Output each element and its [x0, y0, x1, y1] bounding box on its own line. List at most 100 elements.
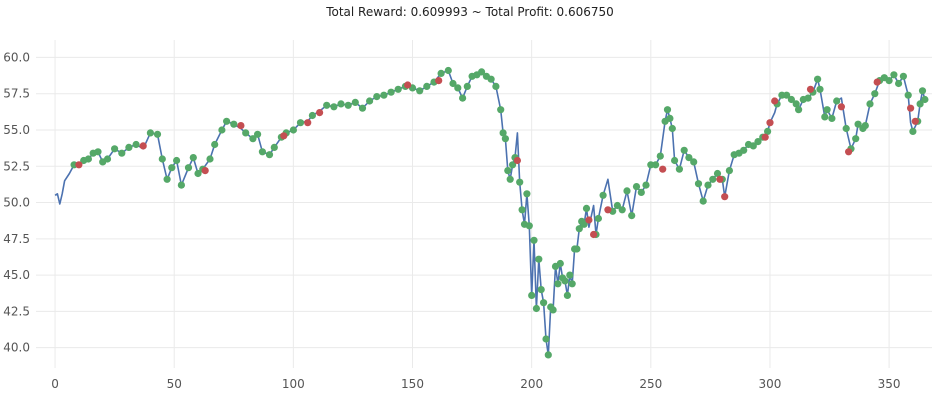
long-marker: [685, 154, 693, 162]
long-marker: [218, 126, 226, 134]
long-marker: [242, 129, 250, 137]
short-marker: [911, 117, 919, 125]
long-marker: [449, 79, 457, 88]
long-marker: [816, 85, 824, 93]
long-marker: [111, 145, 119, 153]
long-marker: [177, 181, 185, 189]
long-marker: [828, 114, 836, 122]
x-tick-label: 0: [51, 377, 59, 391]
short-marker: [766, 119, 774, 127]
long-marker: [754, 138, 762, 146]
short-marker: [590, 230, 598, 239]
long-marker: [184, 164, 193, 172]
long-marker: [206, 155, 214, 163]
long-marker: [223, 117, 231, 125]
long-marker: [146, 129, 154, 137]
y-tick-label: 60.0: [3, 50, 30, 64]
long-marker: [861, 122, 869, 130]
long-marker: [537, 286, 545, 294]
long-marker: [168, 164, 176, 172]
long-marker: [680, 146, 688, 154]
long-marker: [704, 181, 712, 189]
y-tick-label: 47.5: [3, 232, 30, 246]
short-marker: [806, 85, 815, 93]
long-marker: [330, 103, 338, 111]
long-marker: [921, 95, 929, 104]
y-axis-ticks: 40.0 42.5 45.0 47.5 50.0 52.5 55.0 57.5 60.0: [3, 50, 30, 354]
long-marker: [671, 156, 679, 165]
y-tick-label: 40.0: [3, 341, 30, 355]
long-marker: [163, 175, 171, 183]
long-marker: [344, 101, 352, 109]
long-marker: [563, 291, 572, 299]
long-marker: [542, 335, 550, 343]
long-marker: [556, 259, 564, 268]
long-marker: [916, 100, 924, 108]
short-marker: [316, 109, 324, 117]
long-marker: [918, 87, 927, 95]
long-marker: [668, 124, 676, 133]
x-tick-label: 50: [167, 377, 182, 391]
long-marker: [561, 277, 569, 285]
long-marker: [623, 187, 631, 195]
long-marker: [694, 180, 703, 188]
short-marker: [404, 81, 412, 89]
long-marker: [366, 97, 374, 105]
long-marker: [568, 280, 576, 288]
y-tick-label: 50.0: [3, 196, 30, 210]
long-marker: [895, 79, 903, 88]
long-marker: [833, 97, 841, 105]
long-marker: [554, 280, 562, 288]
long-marker: [118, 149, 126, 157]
short-marker: [761, 133, 769, 141]
long-marker: [504, 167, 512, 175]
long-marker: [153, 130, 162, 138]
y-tick-label: 55.0: [3, 123, 30, 137]
long-marker: [173, 156, 181, 165]
long-marker: [492, 82, 500, 90]
short-marker: [721, 193, 729, 201]
trade-markers: [70, 66, 929, 359]
long-marker: [535, 255, 543, 263]
long-marker: [380, 91, 388, 99]
long-marker: [544, 351, 552, 359]
long-marker: [459, 94, 467, 102]
long-marker: [632, 183, 641, 191]
long-marker: [549, 306, 557, 314]
long-marker: [463, 82, 471, 90]
long-marker: [804, 94, 812, 102]
short-marker: [237, 122, 245, 130]
long-marker: [613, 201, 622, 210]
short-marker: [907, 104, 915, 112]
long-marker: [787, 95, 796, 104]
long-marker: [854, 120, 862, 128]
long-marker: [690, 158, 698, 166]
long-marker: [94, 148, 102, 156]
short-marker: [604, 206, 612, 214]
long-marker: [885, 77, 893, 85]
long-marker: [125, 143, 133, 151]
long-marker: [506, 175, 514, 183]
long-marker: [573, 245, 581, 253]
long-marker: [699, 197, 707, 205]
long-marker: [249, 135, 257, 143]
long-marker: [499, 129, 507, 137]
x-tick-label: 250: [639, 377, 662, 391]
long-marker: [725, 167, 734, 175]
short-marker: [585, 216, 593, 224]
long-marker: [337, 100, 345, 108]
long-marker: [580, 220, 588, 228]
long-marker: [663, 106, 672, 114]
long-marker: [230, 120, 238, 128]
x-tick-label: 150: [401, 377, 424, 391]
long-marker: [416, 87, 424, 95]
short-marker: [435, 77, 443, 85]
long-marker: [523, 190, 531, 198]
long-marker: [211, 140, 219, 149]
long-marker: [599, 191, 607, 199]
short-marker: [139, 142, 147, 150]
long-marker: [713, 169, 722, 178]
long-marker: [749, 142, 757, 150]
long-marker: [582, 204, 591, 212]
long-marker: [254, 130, 262, 138]
